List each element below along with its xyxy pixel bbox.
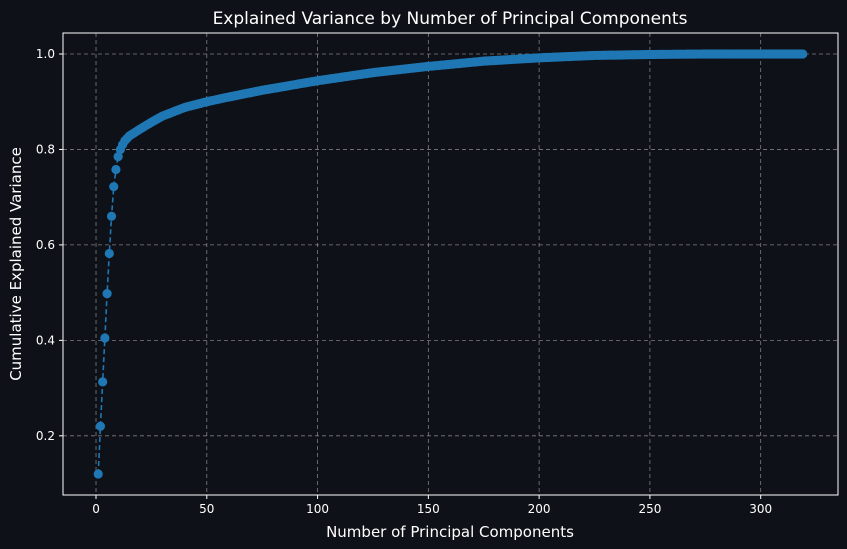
data-point bbox=[109, 182, 119, 192]
y-tick-label: 0.8 bbox=[36, 142, 55, 156]
y-tick-label: 1.0 bbox=[36, 47, 55, 61]
y-tick-label: 0.6 bbox=[36, 238, 55, 252]
data-point bbox=[93, 469, 103, 479]
x-tick-label: 250 bbox=[638, 502, 661, 516]
x-tick-label: 300 bbox=[749, 502, 772, 516]
chart-title: Explained Variance by Number of Principa… bbox=[213, 9, 688, 29]
data-point bbox=[102, 288, 112, 299]
grid-lines bbox=[63, 33, 838, 495]
x-tick-label: 50 bbox=[199, 502, 214, 516]
data-point bbox=[95, 421, 106, 431]
data-point bbox=[111, 164, 121, 175]
series-cumulative-variance bbox=[93, 49, 808, 479]
x-tick-label: 100 bbox=[306, 502, 329, 516]
data-point bbox=[100, 333, 110, 343]
data-point bbox=[113, 152, 123, 162]
x-tick-label: 200 bbox=[528, 502, 551, 516]
data-point bbox=[98, 377, 108, 387]
y-tick-label: 0.4 bbox=[36, 333, 55, 347]
axis-ticks: 0 50 100 150 200 250 300 0.2 0.4 0.6 0.8 1.0 bbox=[36, 47, 772, 516]
data-point bbox=[798, 49, 808, 59]
data-point bbox=[106, 211, 117, 221]
x-tick-label: 0 bbox=[92, 502, 100, 516]
plot-area-frame bbox=[62, 32, 839, 496]
y-tick-label: 0.2 bbox=[36, 429, 55, 443]
y-axis-label: Cumulative Explained Variance bbox=[7, 147, 25, 381]
x-axis-label: Number of Principal Components bbox=[326, 523, 574, 541]
x-tick-label: 150 bbox=[417, 502, 440, 516]
data-point bbox=[104, 248, 114, 259]
